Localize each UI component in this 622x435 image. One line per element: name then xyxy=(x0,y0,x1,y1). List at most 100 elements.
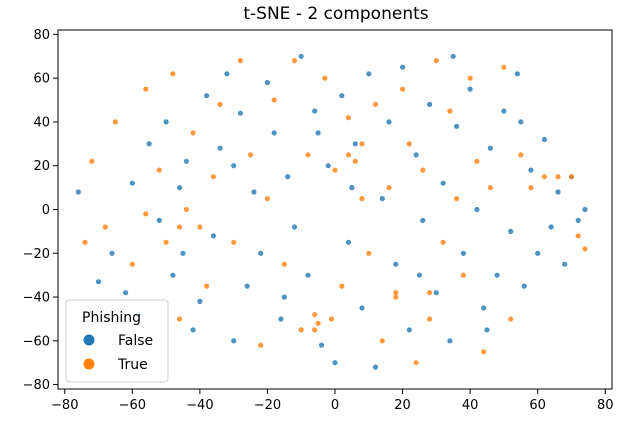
point-false-54 xyxy=(481,305,487,311)
chart-title: t-SNE - 2 components xyxy=(243,4,428,24)
point-false-40 xyxy=(386,119,392,125)
point-false-12 xyxy=(197,298,203,304)
legend: Phishing False True xyxy=(65,299,169,383)
point-true-64 xyxy=(345,152,352,158)
legend-marker-true xyxy=(83,358,95,370)
point-true-10 xyxy=(183,206,189,213)
series-true xyxy=(82,58,588,366)
point-false-22 xyxy=(264,79,270,86)
y-tick-label-4: 0 xyxy=(42,203,50,218)
point-true-56 xyxy=(528,185,534,191)
point-false-64 xyxy=(548,224,554,230)
point-false-10 xyxy=(183,158,189,164)
point-true-61 xyxy=(582,246,588,252)
point-true-33 xyxy=(359,196,365,202)
point-true-29 xyxy=(332,167,338,173)
point-true-43 xyxy=(427,316,433,322)
point-true-15 xyxy=(217,101,223,107)
point-false-60 xyxy=(521,283,527,289)
point-false-68 xyxy=(575,217,581,223)
point-true-14 xyxy=(210,174,216,180)
point-true-51 xyxy=(481,349,487,355)
legend-label-false: False xyxy=(118,333,153,349)
point-true-2 xyxy=(102,224,108,230)
point-false-3 xyxy=(123,290,129,296)
point-false-63 xyxy=(541,136,548,143)
point-false-69 xyxy=(582,206,588,213)
point-true-66 xyxy=(312,327,318,333)
point-true-25 xyxy=(305,152,311,158)
point-false-7 xyxy=(163,119,169,125)
point-false-50 xyxy=(454,123,460,129)
point-true-39 xyxy=(400,86,406,92)
point-true-46 xyxy=(447,108,453,114)
point-false-48 xyxy=(440,180,446,186)
point-false-59 xyxy=(514,71,521,77)
point-false-27 xyxy=(298,53,304,59)
point-false-78 xyxy=(518,119,524,125)
point-true-62 xyxy=(143,211,149,217)
point-false-73 xyxy=(281,294,287,300)
point-false-65 xyxy=(555,189,561,195)
point-true-57 xyxy=(541,174,548,180)
point-false-76 xyxy=(450,53,456,59)
point-true-20 xyxy=(264,196,270,202)
point-false-74 xyxy=(349,185,355,191)
point-false-52 xyxy=(467,86,473,92)
point-false-17 xyxy=(231,338,237,344)
point-true-41 xyxy=(413,360,419,366)
point-true-63 xyxy=(177,224,183,230)
point-true-22 xyxy=(281,261,287,267)
point-true-7 xyxy=(163,239,169,245)
point-true-67 xyxy=(329,316,335,322)
point-false-37 xyxy=(366,71,372,77)
point-false-0 xyxy=(75,189,81,195)
point-false-39 xyxy=(379,196,385,202)
point-false-57 xyxy=(501,108,507,114)
point-false-29 xyxy=(312,108,318,114)
point-true-60 xyxy=(575,233,581,239)
point-true-42 xyxy=(420,167,426,173)
point-true-30 xyxy=(339,283,345,289)
point-false-66 xyxy=(562,261,568,267)
point-false-6 xyxy=(156,217,162,223)
point-true-53 xyxy=(501,64,507,70)
x-tick-label-1: −60 xyxy=(119,398,146,413)
point-false-18 xyxy=(237,110,243,116)
point-false-47 xyxy=(433,290,439,296)
point-false-45 xyxy=(420,217,426,223)
y-tick-label-1: −60 xyxy=(23,334,50,349)
point-true-45 xyxy=(440,239,446,245)
point-true-19 xyxy=(258,342,264,348)
point-false-41 xyxy=(393,261,399,267)
y-tick-label-7: 60 xyxy=(33,72,50,87)
point-false-35 xyxy=(352,141,358,147)
point-false-55 xyxy=(487,145,493,151)
y-tick-label-8: 80 xyxy=(33,28,50,43)
point-true-28 xyxy=(322,75,328,81)
point-false-19 xyxy=(244,283,250,289)
point-false-28 xyxy=(305,272,311,278)
x-tick-label-3: −20 xyxy=(254,398,281,413)
point-true-13 xyxy=(204,283,210,289)
point-false-13 xyxy=(204,93,210,99)
y-tick-label-0: −80 xyxy=(23,378,50,393)
point-false-79 xyxy=(315,130,321,136)
legend-marker-false xyxy=(83,334,95,346)
y-axis: −80 −60 −40 −20 0 20 40 60 80 xyxy=(23,28,58,393)
point-true-49 xyxy=(467,75,473,81)
point-true-3 xyxy=(112,119,118,125)
point-true-34 xyxy=(366,250,372,256)
point-false-26 xyxy=(291,224,298,230)
point-false-8 xyxy=(170,272,176,278)
point-false-43 xyxy=(406,327,412,333)
point-true-0 xyxy=(82,239,88,245)
point-true-37 xyxy=(386,185,392,191)
point-false-61 xyxy=(528,167,534,173)
point-false-21 xyxy=(258,250,264,256)
point-true-50 xyxy=(474,158,480,164)
x-tick-label-8: 80 xyxy=(597,398,614,413)
point-false-24 xyxy=(278,316,284,322)
point-false-58 xyxy=(508,228,514,234)
